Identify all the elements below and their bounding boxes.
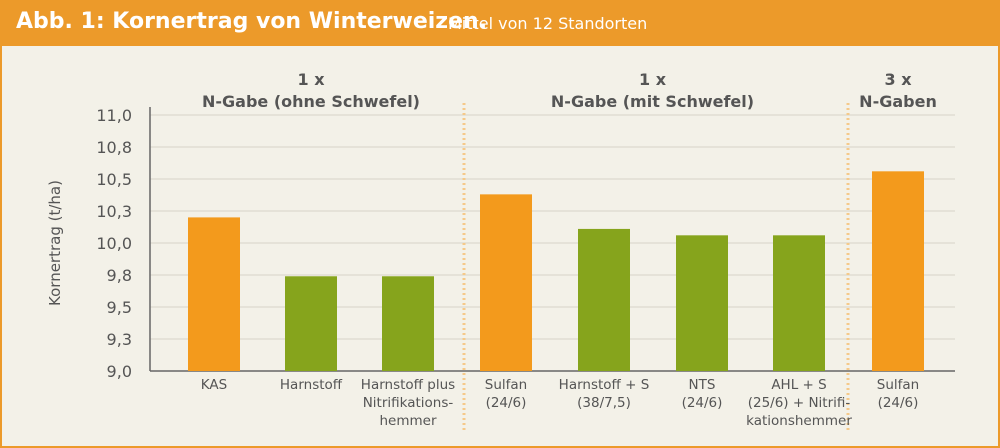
y-axis-label: Kornertrag (t/ha): [46, 180, 64, 306]
x-tick-label: Sulfan: [877, 377, 919, 393]
x-tick-label: KAS: [201, 377, 227, 393]
y-tick-label: 9,5: [107, 298, 132, 317]
x-tick-label: Nitrifikations-: [363, 395, 454, 411]
x-tick-label: NTS: [689, 377, 716, 393]
bar: [480, 194, 532, 371]
bar: [285, 276, 337, 371]
bar: [188, 217, 240, 371]
bar: [578, 228, 630, 371]
group-label: N-Gaben: [859, 92, 937, 111]
x-tick-label: (24/6): [682, 395, 723, 411]
y-tick-label: 9,3: [107, 330, 132, 349]
group-label: N-Gabe (ohne Schwefel): [202, 92, 420, 111]
y-tick-label: 10,3: [96, 202, 132, 221]
x-tick-label: Harnstoff plus: [361, 377, 455, 393]
x-tick-label: Harnstoff + S: [559, 377, 650, 393]
x-tick-label: (38/7,5): [577, 395, 631, 411]
y-tick-label: 9,0: [107, 362, 132, 381]
chart-header: Abb. 1: Kornertrag von Winterweizen. Mit…: [0, 0, 1000, 46]
bar: [872, 171, 924, 371]
x-tick-label: Harnstoff: [280, 377, 343, 393]
bar: [773, 235, 825, 371]
x-tick-label: (24/6): [878, 395, 919, 411]
y-tick-label: 11,0: [96, 106, 132, 125]
bar: [676, 235, 728, 371]
x-tick-label: Sulfan: [485, 377, 527, 393]
x-tick-label: kationshemmer: [746, 413, 852, 429]
chart-subtitle: Mittel von 12 Standorten: [448, 14, 648, 33]
group-label: 1 x: [639, 70, 667, 89]
chart-title: Abb. 1: Kornertrag von Winterweizen.: [16, 9, 488, 34]
group-label: N-Gabe (mit Schwefel): [551, 92, 754, 111]
group-label: 3 x: [884, 70, 912, 89]
bar: [382, 276, 434, 371]
y-tick-label: 9,8: [107, 266, 132, 285]
y-tick-label: 10,0: [96, 234, 132, 253]
x-tick-label: AHL + S: [771, 377, 826, 393]
x-tick-label: (25/6) + Nitrifi-: [748, 395, 851, 411]
x-tick-label: (24/6): [486, 395, 527, 411]
y-tick-label: 10,8: [96, 138, 132, 157]
y-tick-label: 10,5: [96, 170, 132, 189]
group-label: 1 x: [297, 70, 325, 89]
x-tick-label: hemmer: [379, 413, 436, 429]
